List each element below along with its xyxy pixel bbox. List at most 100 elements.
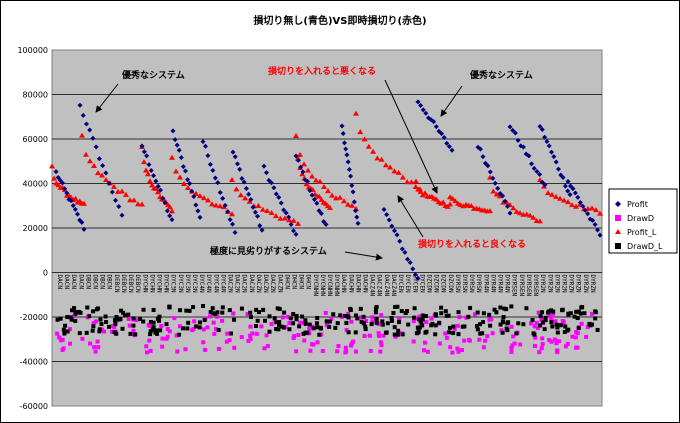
drawd-point [381,333,386,338]
profit-point [174,142,180,148]
drawd-point [280,315,285,320]
profit-l-point [517,210,523,216]
drawd-l-point [277,307,282,312]
profit-l-point [589,205,595,211]
x-category-label: DYCEN [404,275,411,293]
drawd-l-point [549,308,554,313]
x-category-label: DACHN [340,275,347,293]
drawd-point [112,324,117,329]
profit-l-point [513,208,520,214]
drawd-point [553,319,558,324]
x-category-label: DYCHN [163,275,170,293]
drawd-l-point [369,322,374,327]
annotation-arrow [95,83,119,113]
drawd-l-point [220,305,225,310]
drawd-l-point [77,309,82,314]
profit-point [281,207,287,213]
drawd-l-point [383,330,388,335]
legend-label: DrawD [627,214,654,223]
annotation-arrow [440,85,463,117]
drawd-l-point [277,320,282,325]
profit-l-point [318,196,325,202]
drawd-l-point [73,311,78,316]
drawd-point [307,326,312,331]
drawd-point [349,343,354,348]
drawd-point [201,327,206,332]
drawd-point [429,316,434,321]
profit-point [189,188,195,194]
drawd-point [536,310,541,315]
profit-point [225,209,231,215]
profit-point [354,214,360,220]
x-category-label: DYC3N [191,275,198,293]
x-category-label: DYR2N [546,275,553,293]
profit-l-point [167,204,173,210]
profit-point [243,186,249,192]
profit-l-point [303,181,310,187]
drawd-l-point [114,315,119,320]
x-category-label: DYRSN [475,275,482,293]
drawd-l-point [543,317,548,322]
drawd-l-point [542,327,547,332]
drawd-l-point [291,321,296,326]
drawd-point [573,335,578,340]
profit-point [487,169,493,175]
y-tick-label: 20000 [23,224,48,233]
profit-point [202,143,208,149]
annotation-label: 損切りを入れると悪くなる [268,65,376,77]
drawd-l-point [58,316,63,321]
drawd-l-point [501,315,506,320]
profit-l-point [229,177,235,183]
drawd-point [246,338,251,343]
drawd-point [160,336,165,341]
drawd-point [448,345,453,350]
drawd-point [99,327,104,332]
drawd-point [532,343,537,348]
drawd-l-point [138,316,143,321]
drawd-l-point [277,322,282,327]
profit-point [263,170,269,176]
drawd-l-point [97,329,102,334]
drawd-point [203,347,208,352]
drawd-point [533,335,538,340]
drawd-l-point [504,326,509,331]
drawd-point [585,325,590,330]
drawd-point [315,340,320,345]
drawd-point [96,345,101,350]
drawd-l-point [148,329,153,334]
profit-point [580,203,586,209]
drawd-l-point [263,318,268,323]
drawd-l-point [131,323,136,328]
profit-l-point [131,197,137,203]
drawd-point [344,327,349,332]
profit-point [157,187,163,193]
drawd-point [457,315,462,320]
drawd-l-point [572,314,577,319]
drawd-point [560,318,565,323]
drawd-point [414,316,419,321]
drawd-l-point [185,326,190,331]
drawd-point [248,337,253,342]
drawd-point [376,322,381,327]
drawd-l-point [392,325,397,330]
drawd-point [146,322,151,327]
profit-l-point [51,175,58,181]
drawd-point [376,333,381,338]
profit-l-point [549,191,555,197]
drawd-l-point [437,320,442,325]
profit-l-point [281,215,288,221]
x-category-label: DEBCN [120,275,127,293]
drawd-point [455,323,460,328]
profit-point [520,144,526,150]
drawd-l-point [331,312,336,317]
drawd-point [205,325,210,330]
drawd-l-point [157,314,162,319]
profit-point [510,127,516,133]
profit-l-point [209,201,215,207]
drawd-l-point [344,320,349,325]
drawd-l-point [178,308,183,313]
profit-l-point [316,193,323,199]
drawd-l-point [141,319,146,324]
profit-point [255,213,261,219]
x-category-label: DYC4N [212,275,219,293]
